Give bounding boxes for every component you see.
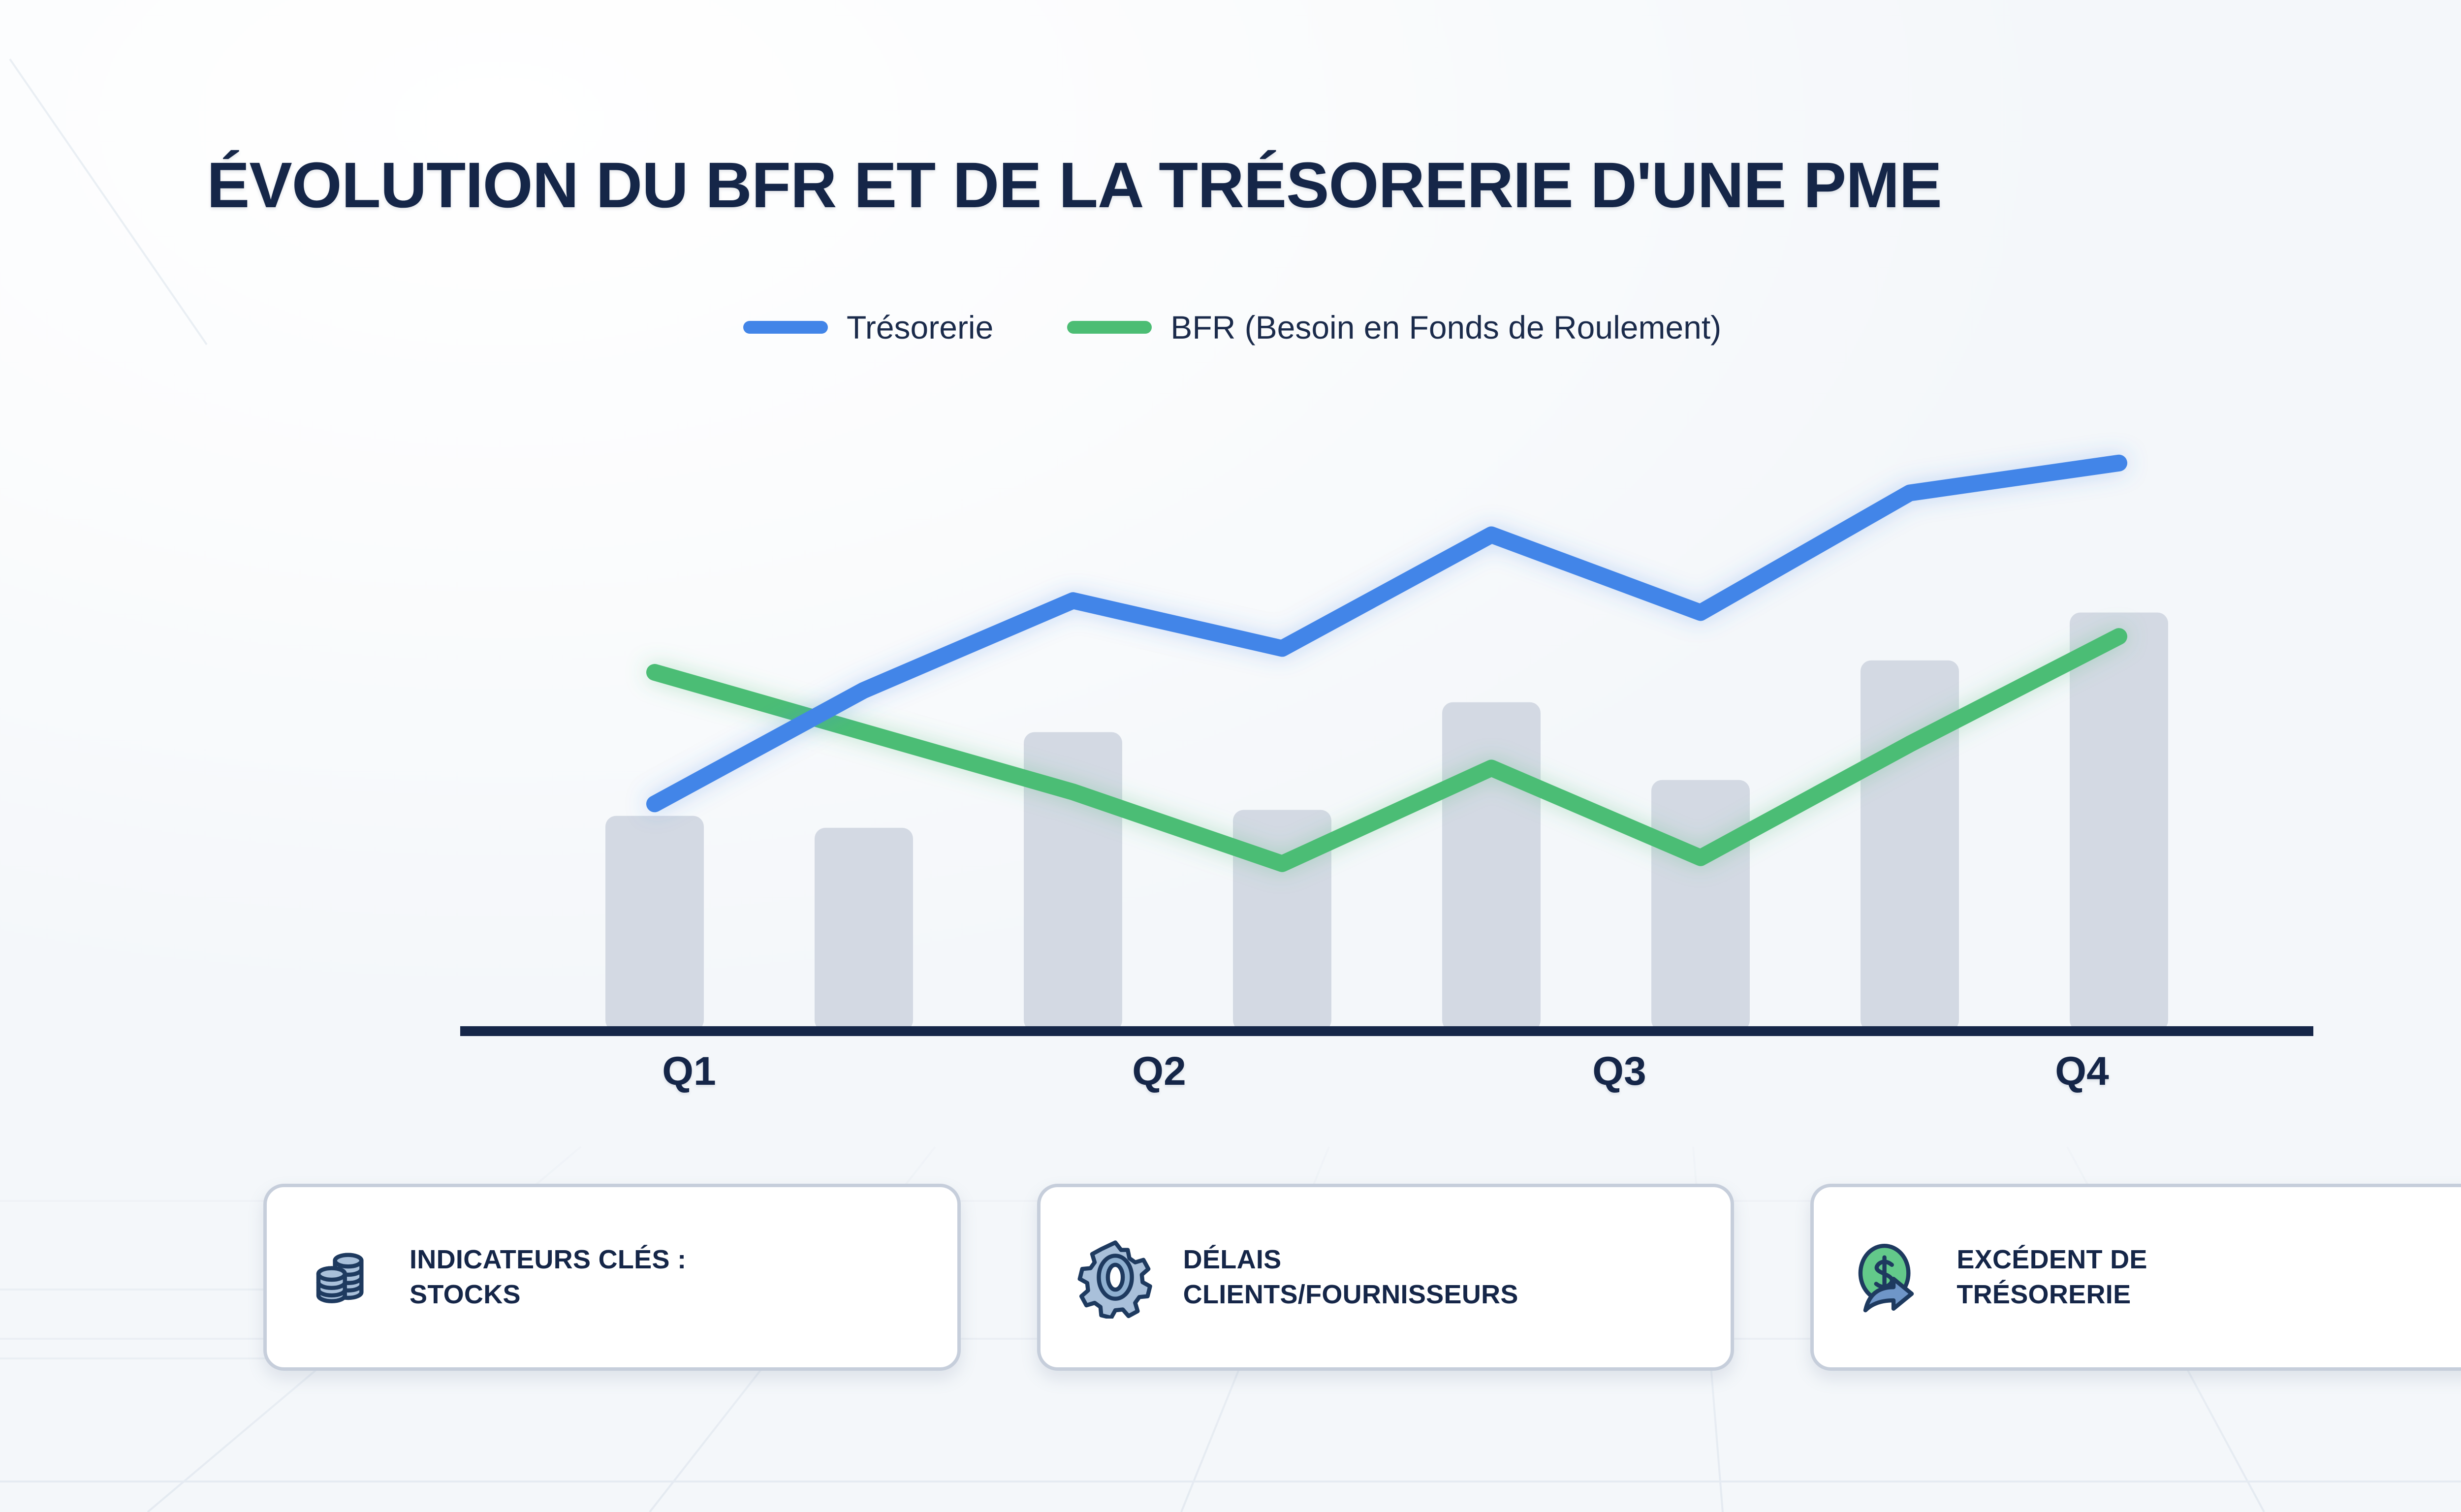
chart-bar bbox=[1233, 810, 1331, 1031]
chart-bar bbox=[1024, 732, 1122, 1031]
dollar-coin-arrow-icon bbox=[1847, 1236, 1930, 1319]
card-line-1: EXCÉDENT DE bbox=[1956, 1244, 2147, 1274]
series-line-bfr bbox=[646, 628, 2127, 872]
chart-bar bbox=[1861, 660, 1959, 1031]
chart-bar bbox=[1651, 780, 1750, 1031]
card-label-delais: DÉLAIS CLIENTS/FOURNISSEURS bbox=[1183, 1242, 1518, 1313]
card-label-indicateurs: INDICATEURS CLÉS : STOCKS bbox=[410, 1242, 686, 1313]
key-points-cards: INDICATEURS CLÉS : STOCKS DÉLAIS CLIENTS… bbox=[263, 1184, 2461, 1371]
chart-bar bbox=[2070, 612, 2168, 1031]
card-line-2: STOCKS bbox=[410, 1280, 521, 1309]
gear-icon bbox=[1074, 1236, 1157, 1319]
card-indicateurs-cles-stocks[interactable]: INDICATEURS CLÉS : STOCKS bbox=[263, 1184, 961, 1371]
page-title: ÉVOLUTION DU BFR ET DE LA TRÉSORERIE D'U… bbox=[207, 149, 1942, 221]
legend-swatch-bfr bbox=[1067, 321, 1152, 334]
card-excedent-tresorerie[interactable]: EXCÉDENT DE TRÉSORERIE bbox=[1810, 1184, 2461, 1371]
x-tick-q4: Q4 bbox=[2055, 1049, 2109, 1094]
x-tick-q1: Q1 bbox=[662, 1049, 716, 1094]
chart-bar bbox=[815, 827, 913, 1031]
x-tick-q2: Q2 bbox=[1132, 1049, 1186, 1094]
x-tick-q3: Q3 bbox=[1592, 1049, 1646, 1094]
card-line-2: CLIENTS/FOURNISSEURS bbox=[1183, 1280, 1518, 1309]
card-delais-clients-fournisseurs[interactable]: DÉLAIS CLIENTS/FOURNISSEURS bbox=[1037, 1184, 1735, 1371]
card-label-excedent: EXCÉDENT DE TRÉSORERIE bbox=[1956, 1242, 2147, 1313]
legend-label-tresorerie: Trésorerie bbox=[847, 309, 994, 346]
chart-legend: Trésorerie BFR (Besoin en Fonds de Roule… bbox=[743, 305, 1721, 349]
series-line-tresorerie bbox=[646, 454, 2127, 813]
card-line-1: INDICATEURS CLÉS : bbox=[410, 1244, 687, 1274]
legend-label-bfr: BFR (Besoin en Fonds de Roulement) bbox=[1170, 309, 1722, 346]
legend-swatch-tresorerie bbox=[743, 321, 828, 334]
chart-bars bbox=[605, 612, 2168, 1031]
card-line-1: DÉLAIS bbox=[1183, 1244, 1282, 1274]
card-line-2: TRÉSORERIE bbox=[1956, 1280, 2131, 1309]
chart-bar bbox=[1442, 702, 1541, 1031]
coins-stack-icon bbox=[300, 1236, 383, 1319]
legend-item-tresorerie[interactable]: Trésorerie bbox=[743, 309, 993, 346]
chart-bar bbox=[605, 816, 704, 1031]
legend-item-bfr[interactable]: BFR (Besoin en Fonds de Roulement) bbox=[1067, 309, 1721, 346]
